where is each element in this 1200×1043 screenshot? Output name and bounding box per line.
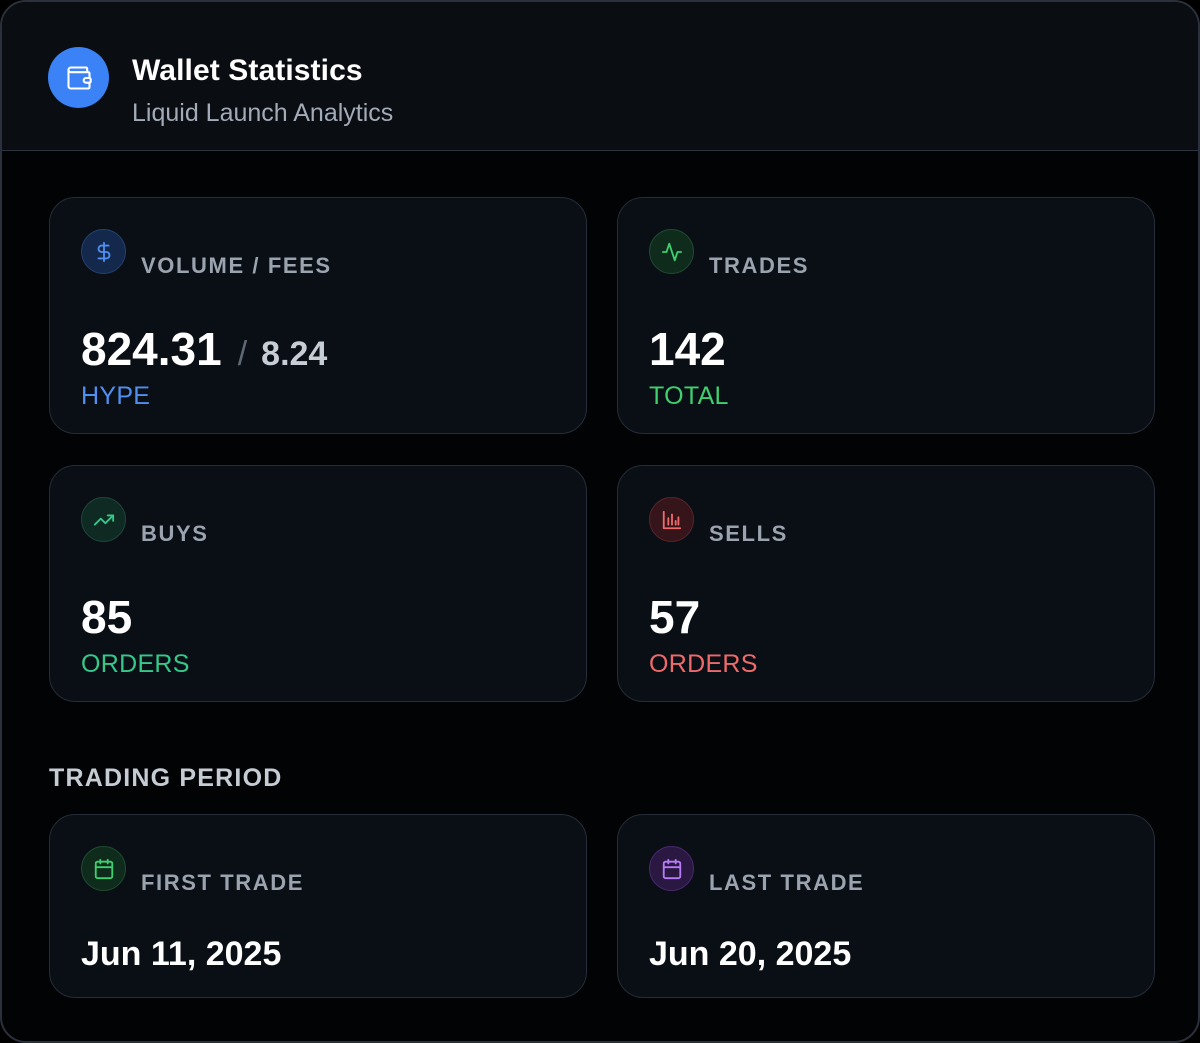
trades-count: 142	[649, 323, 726, 375]
sells-count: 57	[649, 591, 701, 643]
panel-header: Wallet Statistics Liquid Launch Analytic…	[2, 2, 1198, 151]
buys-label: BUYS	[141, 521, 209, 546]
page-title: Wallet Statistics	[132, 54, 363, 87]
trades-unit: TOTAL	[649, 382, 729, 410]
volume-fees-label: VOLUME / FEES	[141, 253, 332, 278]
trading-period-heading: TRADING PERIOD	[49, 764, 283, 792]
volume-unit: HYPE	[81, 382, 151, 410]
activity-icon	[649, 229, 694, 274]
trades-value: 142	[649, 322, 726, 376]
volume-fees-card: VOLUME / FEES 824.31 / 8.24 HYPE	[49, 197, 587, 434]
calendar-icon	[649, 846, 694, 891]
first-trade-date: Jun 11, 2025	[81, 935, 282, 973]
trending-up-icon	[81, 497, 126, 542]
dollar-icon	[81, 229, 126, 274]
wallet-icon	[48, 47, 109, 108]
buys-unit: ORDERS	[81, 650, 190, 678]
bar-chart-icon	[649, 497, 694, 542]
fees-value: 8.24	[261, 335, 328, 373]
buys-card: BUYS 85 ORDERS	[49, 465, 587, 702]
sells-value: 57	[649, 590, 700, 644]
first-trade-card: FIRST TRADE Jun 11, 2025	[49, 814, 587, 998]
value-separator: /	[237, 335, 248, 373]
page-subtitle: Liquid Launch Analytics	[132, 99, 394, 127]
trades-card: TRADES 142 TOTAL	[617, 197, 1155, 434]
sells-unit: ORDERS	[649, 650, 758, 678]
sells-label: SELLS	[709, 521, 788, 546]
buys-count: 85	[81, 591, 133, 643]
trades-label: TRADES	[709, 253, 810, 278]
sells-card: SELLS 57 ORDERS	[617, 465, 1155, 702]
calendar-icon	[81, 846, 126, 891]
last-trade-card: LAST TRADE Jun 20, 2025	[617, 814, 1155, 998]
last-trade-date: Jun 20, 2025	[649, 935, 852, 973]
first-trade-label: FIRST TRADE	[141, 870, 305, 895]
buys-value: 85	[81, 590, 132, 644]
volume-fees-values: 824.31 / 8.24	[81, 322, 327, 376]
volume-value: 824.31	[81, 323, 222, 375]
last-trade-label: LAST TRADE	[709, 870, 865, 895]
